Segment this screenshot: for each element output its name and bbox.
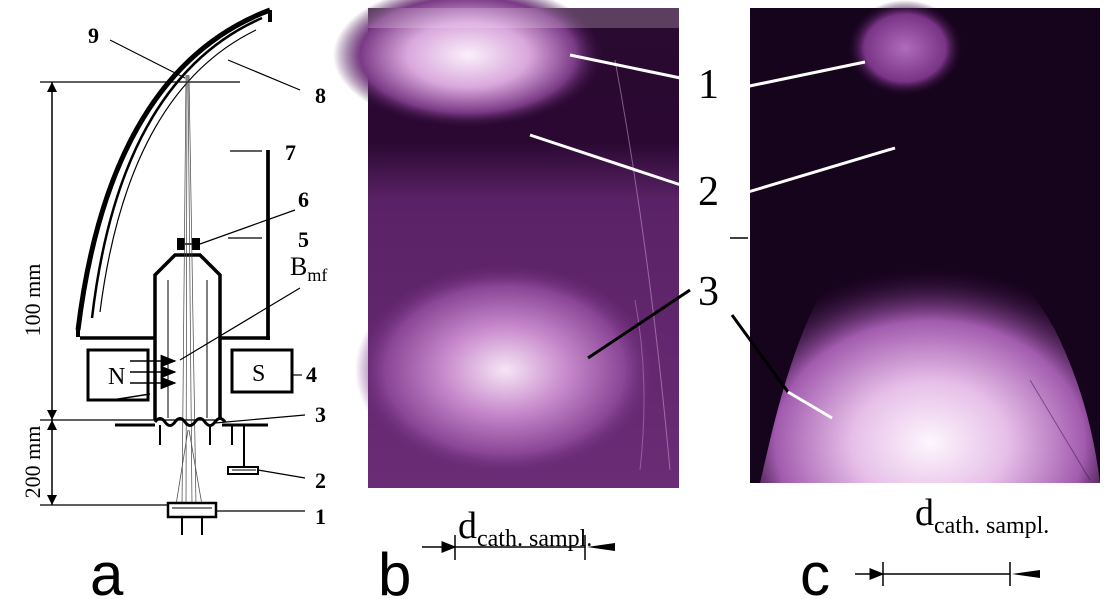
- callout-b-3: 3: [698, 269, 719, 315]
- callout-a-6: 6: [298, 187, 309, 212]
- callout-a-8: 8: [315, 83, 326, 108]
- electron-beam: [181, 74, 197, 506]
- cathode-filament: [153, 417, 227, 427]
- distance-label-c: dcath. sampl.: [915, 492, 1049, 539]
- dim-upper-label: 100 mm: [20, 264, 45, 337]
- panel-a-letter: a: [90, 541, 124, 599]
- panel-a: 100 mm 200 mm N S: [20, 7, 327, 599]
- dim-lower-label: 200 mm: [20, 426, 45, 499]
- panel-b-letter: b: [378, 541, 411, 599]
- chamber-inner-arc-1: [90, 16, 263, 319]
- glow-b-3: [355, 265, 655, 475]
- callout-b-2: 2: [698, 169, 719, 215]
- callout-a-1: 1: [315, 504, 326, 529]
- panel-c-letter: c: [800, 541, 830, 599]
- callout-a-4: 4: [306, 362, 317, 387]
- callout-a-7: 7: [285, 140, 296, 165]
- glow-c-3: [760, 215, 1100, 483]
- chamber-outer-arc: [75, 7, 271, 331]
- chamber-inner-arc-2: [99, 29, 257, 313]
- magnet-north-label: N: [108, 364, 125, 390]
- callout-a-5: 5: [298, 227, 309, 252]
- field-label: Bmf: [290, 252, 327, 285]
- callout-a-3: 3: [315, 402, 326, 427]
- glow-b-1: [333, 0, 603, 127]
- panel-c: dcath. sampl. c: [730, 0, 1100, 599]
- magnet-north: [86, 348, 150, 402]
- cathode-housing: [153, 253, 222, 420]
- sample-holder: [166, 501, 218, 519]
- callout-b-1: 1: [698, 62, 719, 108]
- distance-label-b: dcath. sampl.: [458, 505, 592, 552]
- magnet-south: [230, 348, 294, 394]
- magnet-south-label: S: [252, 361, 265, 387]
- callout-a-9: 9: [88, 23, 99, 48]
- glow-c-1: [847, 0, 963, 96]
- panel-b: 1 2 3 dcath. sampl. b: [333, 0, 748, 599]
- callout-a-2: 2: [315, 468, 326, 493]
